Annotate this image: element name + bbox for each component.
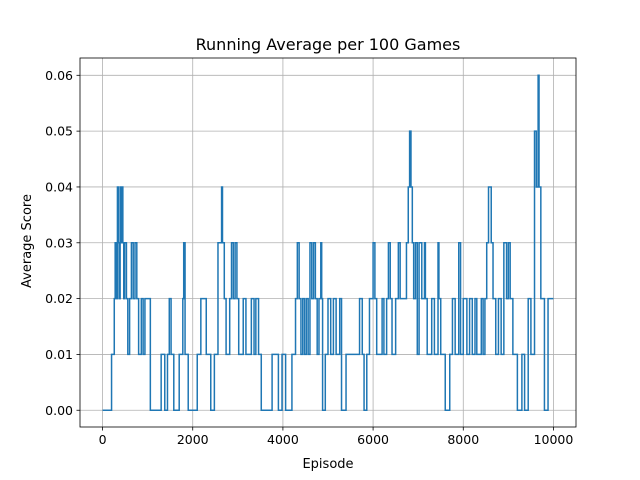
x-tick-label: 2000 [177,432,209,447]
x-tick-label: 4000 [267,432,299,447]
y-axis-ticks: 0.00 0.01 0.02 0.03 0.04 0.05 0.06 [45,68,80,418]
y-tick-label: 0.02 [45,291,73,306]
y-tick-label: 0.01 [45,347,73,362]
y-axis-label: Average Score [20,194,35,288]
x-tick-label: 0 [99,432,107,447]
x-tick-label: 10000 [534,432,574,447]
y-tick-label: 0.04 [45,179,73,194]
running-average-line [102,74,554,411]
x-tick-label: 6000 [357,432,389,447]
chart-title: Running Average per 100 Games [196,35,461,54]
y-tick-label: 0.06 [45,68,73,83]
x-axis-ticks: 0 2000 4000 6000 8000 10000 [99,427,574,447]
x-axis-label: Episode [302,457,353,472]
y-tick-label: 0.05 [45,124,73,139]
x-tick-label: 8000 [447,432,479,447]
y-tick-label: 0.00 [45,403,73,418]
y-tick-label: 0.03 [45,235,73,250]
